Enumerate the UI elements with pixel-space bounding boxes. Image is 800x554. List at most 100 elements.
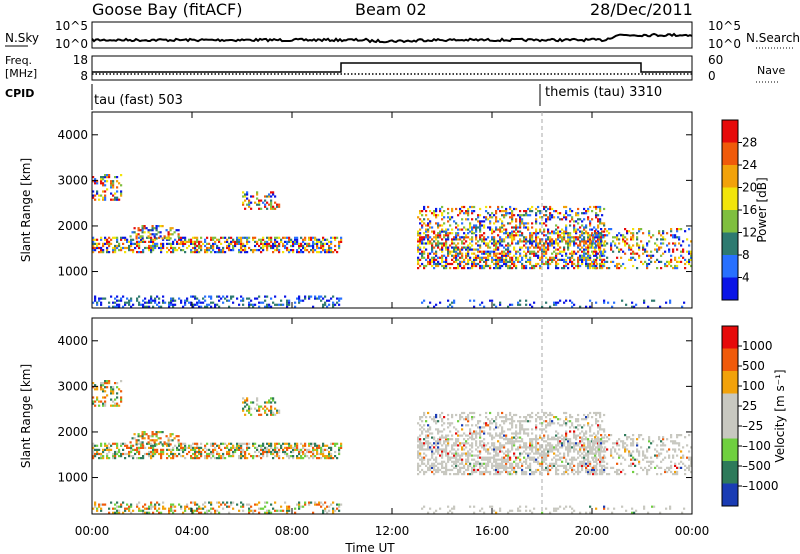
power-cell: [286, 240, 289, 243]
velocity-cell: [465, 458, 468, 461]
power-cell: [140, 303, 143, 306]
velocity-cell: [549, 444, 552, 447]
power-cell: [232, 244, 235, 248]
power-cell: [678, 242, 681, 245]
power-cell: [515, 242, 518, 245]
velocity-cell: [334, 442, 337, 445]
power-cell: [144, 301, 147, 304]
velocity-cell: [557, 438, 560, 441]
velocity-cell: [467, 468, 470, 472]
velocity-cell: [589, 470, 592, 474]
power-cell: [278, 203, 281, 206]
velocity-cell: [425, 436, 428, 439]
velocity-cell: [423, 428, 426, 431]
power-cell: [674, 267, 677, 270]
power-cell: [545, 234, 548, 237]
power-cell: [585, 305, 588, 308]
power-cell: [186, 246, 189, 250]
power-cell: [583, 236, 586, 239]
power-cell: [521, 258, 524, 261]
power-cell: [638, 228, 641, 231]
velocity-cell: [236, 448, 239, 451]
velocity-cell: [435, 416, 438, 419]
power-cell: [563, 301, 566, 304]
power-cell: [467, 246, 470, 249]
velocity-cell: [529, 442, 532, 445]
velocity-cell: [106, 380, 109, 383]
power-cell: [459, 248, 462, 251]
power-cell: [212, 301, 215, 304]
power-cell: [206, 236, 209, 239]
velocity-cell: [592, 470, 595, 474]
power-cell: [475, 256, 478, 259]
velocity-cell: [138, 442, 141, 445]
power-cell: [447, 252, 450, 255]
velocity-cell: [603, 448, 606, 451]
velocity-cell: [266, 455, 269, 458]
velocity-cell: [569, 442, 572, 445]
power-cell: [270, 238, 273, 241]
velocity-cell: [547, 448, 550, 451]
power-cell: [485, 205, 488, 209]
power-cell: [96, 244, 99, 248]
power-cell: [660, 246, 663, 249]
power-cell: [244, 199, 247, 202]
power-cell: [312, 236, 315, 239]
power-cell: [417, 216, 420, 219]
power-cell: [94, 249, 97, 252]
velocity-cell: [519, 446, 522, 449]
velocity-cell: [553, 462, 556, 465]
power-cell: [581, 260, 584, 263]
power-cell: [116, 295, 119, 298]
power-cell: [304, 236, 307, 239]
power-cell: [495, 218, 498, 221]
power-cell: [268, 244, 271, 248]
power-cell: [148, 246, 151, 250]
power-cell: [479, 238, 482, 241]
velocity-cell: [126, 446, 129, 449]
power-cell: [557, 236, 560, 239]
velocity-cell: [437, 466, 440, 469]
velocity-cell: [571, 466, 574, 469]
velocity-cell: [194, 455, 197, 458]
power-cell: [581, 262, 584, 266]
power-cell: [160, 244, 163, 248]
power-cell: [638, 230, 641, 233]
velocity-cell: [94, 444, 97, 447]
power-cell: [196, 251, 199, 254]
velocity-cell: [94, 386, 97, 389]
velocity-cell: [254, 450, 257, 454]
velocity-cell: [184, 444, 187, 447]
velocity-cell: [471, 446, 474, 449]
power-cell: [577, 212, 580, 215]
velocity-cell: [137, 435, 140, 438]
power-cell: [519, 224, 522, 227]
power-cell: [600, 232, 603, 235]
power-cell: [535, 212, 538, 215]
velocity-cell: [134, 452, 137, 456]
velocity-cell: [577, 444, 580, 447]
power-cell: [555, 267, 558, 270]
power-cell: [250, 249, 253, 252]
power-cell: [457, 246, 460, 249]
velocity-cell: [543, 411, 546, 415]
power-cell: [483, 264, 486, 268]
velocity-cell: [537, 456, 540, 459]
power-cell: [429, 301, 432, 304]
velocity-cell: [537, 416, 540, 419]
power-cell: [525, 240, 528, 243]
velocity-cell: [531, 456, 534, 459]
velocity-cell: [150, 457, 153, 460]
power-cell: [521, 246, 524, 249]
power-cell: [473, 264, 476, 268]
velocity-cell: [567, 452, 570, 455]
velocity-cell: [579, 464, 582, 467]
power-cell: [449, 262, 452, 266]
power-cell: [569, 260, 572, 263]
power-cell: [606, 256, 609, 259]
power-cell: [483, 250, 486, 253]
velocity-cell: [471, 438, 474, 441]
velocity-cell: [167, 439, 170, 442]
power-cell: [180, 299, 183, 302]
velocity-cell: [513, 442, 516, 445]
